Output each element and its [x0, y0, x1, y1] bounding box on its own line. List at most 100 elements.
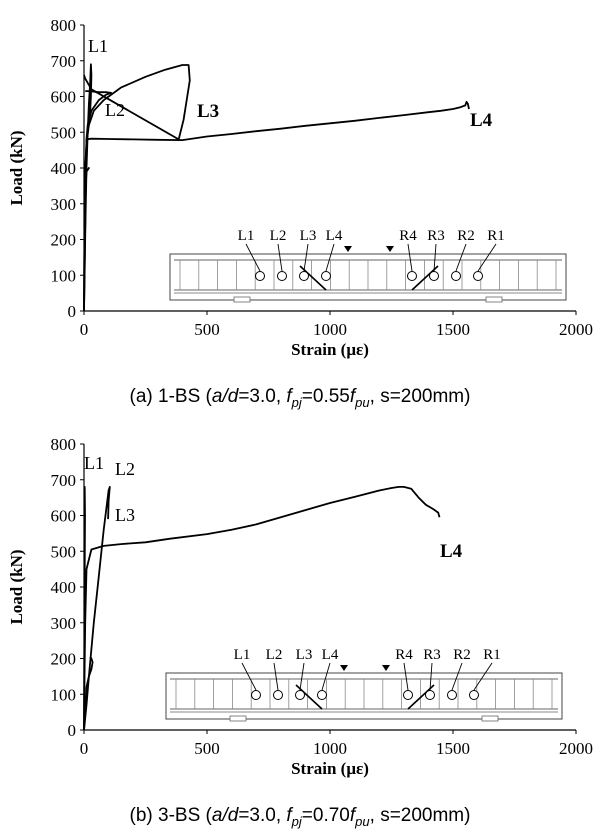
- x-tick-label: 0: [80, 320, 89, 339]
- gauge-r4-leader: [407, 243, 413, 272]
- series-l2-line: [83, 486, 111, 731]
- gauge-r1-leader: [473, 662, 493, 691]
- gauge-l1-marker: [251, 690, 261, 700]
- y-tick-label: 0: [68, 721, 77, 740]
- caption-b-fpu: f: [349, 805, 356, 826]
- support-right: [485, 296, 503, 303]
- gauge-r4-label: R4: [399, 228, 417, 244]
- gauge-r4-label: R4: [395, 647, 413, 663]
- gauge-r2-marker: [451, 271, 461, 281]
- caption-b-ad-value: =3.0,: [238, 805, 282, 826]
- curve-label-l1: L1: [84, 453, 104, 473]
- chart-b-svg: 0 100 200 300 400 500 600 700 800 0 500 1000 1500 200…: [7, 435, 593, 778]
- y-tick-label: 600: [51, 88, 77, 107]
- y-tick-label: 600: [51, 507, 77, 526]
- gauge-r2-leader: [451, 662, 463, 691]
- x-tick-label: 0: [80, 739, 89, 758]
- caption-b-ad: a/d: [211, 805, 239, 826]
- y-axis-label: Load (kN): [7, 130, 26, 205]
- gauge-l4-leader: [321, 662, 331, 691]
- gauge-r2-label: R2: [457, 228, 475, 244]
- gauge-l2-leader: [277, 243, 283, 272]
- gauge-l4-marker: [317, 690, 327, 700]
- y-tick-label: 700: [51, 52, 77, 71]
- curve-label-l2: L2: [115, 459, 135, 479]
- gauge-l4-marker: [321, 271, 331, 281]
- caption-b-prefix: (b): [129, 805, 153, 826]
- gauge-r1-label: R1: [483, 647, 501, 663]
- gauge-l3-label: L3: [296, 647, 313, 663]
- gauge-l1-label: L1: [238, 228, 255, 244]
- y-tick-label: 400: [51, 159, 77, 178]
- load-arrow-right: [382, 665, 390, 671]
- gauge-l4-label: L4: [322, 647, 339, 663]
- beam-schematic-inset: L1 L2 L3 L4 R4 R3 R2 R1: [165, 647, 563, 722]
- y-tick-label: 400: [51, 578, 77, 597]
- curve-label-l4: L4: [440, 541, 463, 562]
- gauge-l1-leader: [241, 662, 257, 691]
- x-axis-label: Strain (με): [291, 340, 369, 359]
- y-tick-label: 500: [51, 123, 77, 142]
- y-tick-label: 700: [51, 471, 77, 490]
- caption-b-spacing: s=200mm): [380, 805, 471, 826]
- gauge-l2-label: L2: [270, 228, 287, 244]
- gauge-l3-label: L3: [300, 228, 317, 244]
- gauge-l1-leader: [245, 243, 261, 272]
- support-left: [233, 296, 251, 303]
- support-right: [481, 715, 499, 722]
- caption-a-fpj: f: [286, 386, 292, 407]
- gauge-r1-label: R1: [487, 228, 505, 244]
- series-l3-line: [83, 656, 94, 731]
- caption-a-fpj-eq: =0.55: [301, 386, 350, 407]
- gauge-l3-marker: [299, 271, 309, 281]
- load-arrow-left: [344, 246, 352, 252]
- beam-schematic-inset: L1 L2 L3 L4 R4 R3 R2 R1: [169, 228, 567, 303]
- gauge-r3-label: R3: [427, 228, 445, 244]
- y-tick-label: 300: [51, 614, 77, 633]
- caption-b-fpj-eq: =0.70: [301, 805, 350, 826]
- caption-a-fpu: f: [349, 386, 356, 407]
- caption-a-ad: a/d: [211, 386, 239, 407]
- load-arrow-left: [340, 665, 348, 671]
- gauge-r4-leader: [403, 662, 409, 691]
- gauge-r2-marker: [447, 690, 457, 700]
- gauge-l1-marker: [255, 271, 265, 281]
- caption-b-fpj: f: [286, 805, 292, 826]
- gauge-l2-marker: [273, 690, 283, 700]
- caption-a-fpj-sub: pj: [291, 394, 302, 410]
- x-tick-label: 500: [194, 739, 220, 758]
- gauge-l2-marker: [277, 271, 287, 281]
- x-tick-label: 1000: [313, 739, 347, 758]
- support-left: [229, 715, 247, 722]
- curve-label-l2: L2: [105, 100, 125, 120]
- curve-label-l4: L4: [470, 110, 493, 131]
- y-tick-label: 100: [51, 266, 77, 285]
- gauge-l3-leader: [299, 662, 305, 691]
- x-tick-label: 2000: [559, 320, 593, 339]
- x-tick-label: 2000: [559, 739, 593, 758]
- y-tick-label: 300: [51, 195, 77, 214]
- gauge-r2-label: R2: [453, 647, 471, 663]
- x-tick-label: 1000: [313, 320, 347, 339]
- y-axis-label: Load (kN): [7, 549, 26, 624]
- caption-a: (a) 1-BS (a/d=3.0, fpj=0.55fpu, s=200mm): [129, 386, 471, 410]
- y-tick-label: 100: [51, 685, 77, 704]
- gauge-l3-marker: [295, 690, 305, 700]
- gauge-r2-leader: [455, 243, 467, 272]
- x-tick-label: 1500: [436, 320, 470, 339]
- gauge-r3-marker: [429, 271, 439, 281]
- caption-a-spacing: s=200mm): [380, 386, 471, 407]
- gauge-r1-marker: [473, 271, 483, 281]
- chart-a-svg: 0 100 200 300 400 500 600 700 800 0 500 1000 1500 200…: [7, 16, 593, 359]
- gauge-r4-marker: [407, 271, 417, 281]
- x-tick-label: 1500: [436, 739, 470, 758]
- caption-a-fpu-sub: pu: [355, 394, 370, 410]
- gauge-l4-label: L4: [326, 228, 343, 244]
- gauge-l2-label: L2: [266, 647, 283, 663]
- caption-b-fpj-sub: pj: [291, 813, 302, 829]
- caption-a-specimen: 1-BS: [158, 386, 201, 407]
- y-tick-label: 500: [51, 542, 77, 561]
- chart-panel-a: 0 100 200 300 400 500 600 700 800 0 500 1000 1500 200…: [7, 16, 593, 410]
- gauge-r4-marker: [403, 690, 413, 700]
- chart-panel-b: 0 100 200 300 400 500 600 700 800 0 500 1000 1500 200…: [0, 419, 600, 838]
